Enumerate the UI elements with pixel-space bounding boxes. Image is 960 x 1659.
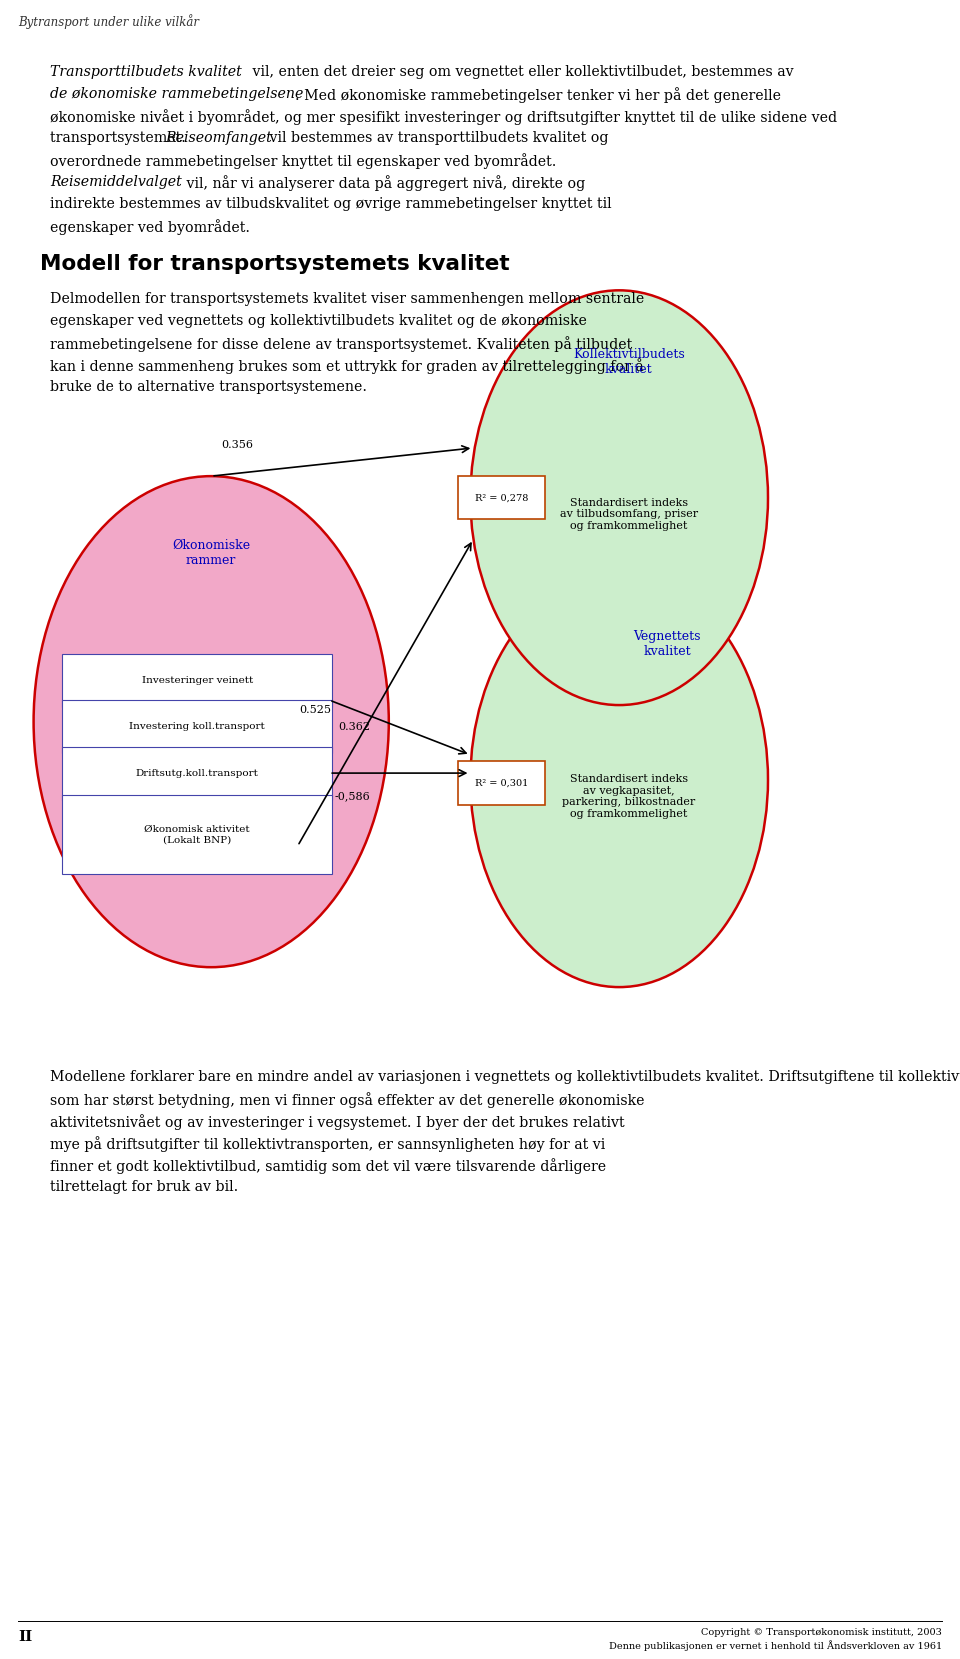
- Text: de økonomiske rammebetingelsene: de økonomiske rammebetingelsene: [50, 86, 303, 101]
- Text: Modell for transportsystemets kvalitet: Modell for transportsystemets kvalitet: [40, 254, 510, 274]
- Text: mye på driftsutgifter til kollektivtransporten, er sannsynligheten høy for at vi: mye på driftsutgifter til kollektivtrans…: [50, 1136, 605, 1151]
- Text: transportsystemet.: transportsystemet.: [50, 131, 190, 144]
- Text: Driftsutg.koll.transport: Driftsutg.koll.transport: [136, 768, 258, 778]
- Text: Standardisert indeks
av vegkapasitet,
parkering, bilkostnader
og framkommelighet: Standardisert indeks av vegkapasitet, pa…: [563, 773, 695, 820]
- Text: Økonomisk aktivitet
(Lokalt BNP): Økonomisk aktivitet (Lokalt BNP): [144, 825, 251, 844]
- Text: Delmodellen for transportsystemets kvalitet viser sammenhengen mellom sentrale: Delmodellen for transportsystemets kvali…: [50, 292, 644, 305]
- Text: Investering koll.transport: Investering koll.transport: [130, 722, 265, 732]
- Text: overordnede rammebetingelser knyttet til egenskaper ved byområdet.: overordnede rammebetingelser knyttet til…: [50, 153, 557, 169]
- Text: Investeringer veinett: Investeringer veinett: [142, 675, 252, 685]
- Text: Reiseomfanget: Reiseomfanget: [165, 131, 272, 144]
- Ellipse shape: [470, 290, 768, 705]
- FancyBboxPatch shape: [62, 747, 332, 800]
- FancyBboxPatch shape: [62, 795, 332, 874]
- Text: R² = 0,278: R² = 0,278: [475, 493, 528, 503]
- Text: som har størst betydning, men vi finner også effekter av det generelle økonomisk: som har størst betydning, men vi finner …: [50, 1092, 644, 1108]
- Text: II: II: [18, 1631, 33, 1644]
- Text: tilrettelagt for bruk av bil.: tilrettelagt for bruk av bil.: [50, 1180, 238, 1194]
- Text: 0.362: 0.362: [338, 722, 370, 732]
- Text: Transporttilbudets kvalitet: Transporttilbudets kvalitet: [50, 65, 242, 80]
- Text: kan i denne sammenheng brukes som et uttrykk for graden av tilrettelegging for å: kan i denne sammenheng brukes som et utt…: [50, 358, 644, 373]
- Text: Modellene forklarer bare en mindre andel av variasjonen i vegnettets og kollekti: Modellene forklarer bare en mindre andel…: [50, 1070, 960, 1083]
- Text: finner et godt kollektivtilbud, samtidig som det vil være tilsvarende dårligere: finner et godt kollektivtilbud, samtidig…: [50, 1158, 606, 1175]
- Ellipse shape: [34, 476, 389, 967]
- Text: -0,586: -0,586: [334, 791, 370, 801]
- Text: Økonomiske
rammer: Økonomiske rammer: [172, 539, 251, 567]
- FancyBboxPatch shape: [62, 654, 332, 707]
- Text: bruke de to alternative transportsystemene.: bruke de to alternative transportsysteme…: [50, 380, 367, 393]
- Text: vil, når vi analyserer data på aggregert nivå, direkte og: vil, når vi analyserer data på aggregert…: [182, 174, 586, 191]
- Text: egenskaper ved byområdet.: egenskaper ved byområdet.: [50, 219, 250, 236]
- Text: Bytransport under ulike vilkår: Bytransport under ulike vilkår: [18, 13, 199, 28]
- Text: Reisemiddelvalget: Reisemiddelvalget: [50, 174, 181, 189]
- Text: aktivitetsnivået og av investeringer i vegsystemet. I byer der det brukes relati: aktivitetsnivået og av investeringer i v…: [50, 1113, 625, 1130]
- Text: egenskaper ved vegnettets og kollektivtilbudets kvalitet og de økonomiske: egenskaper ved vegnettets og kollektivti…: [50, 314, 587, 328]
- Ellipse shape: [470, 572, 768, 987]
- Text: vil, enten det dreier seg om vegnettet eller kollektivtilbudet, bestemmes av: vil, enten det dreier seg om vegnettet e…: [248, 65, 794, 80]
- Text: 0.525: 0.525: [300, 705, 331, 715]
- Text: Standardisert indeks
av tilbudsomfang, priser
og framkommelighet: Standardisert indeks av tilbudsomfang, p…: [560, 498, 698, 531]
- FancyBboxPatch shape: [458, 761, 545, 805]
- Text: 0.356: 0.356: [221, 440, 252, 450]
- Text: økonomiske nivået i byområdet, og mer spesifikt investeringer og driftsutgifter : økonomiske nivået i byområdet, og mer sp…: [50, 109, 837, 124]
- Text: vil bestemmes av transporttilbudets kvalitet og: vil bestemmes av transporttilbudets kval…: [265, 131, 609, 144]
- Text: Vegnettets
kvalitet: Vegnettets kvalitet: [634, 630, 701, 659]
- Text: R² = 0,301: R² = 0,301: [475, 778, 528, 788]
- Text: Copyright © Transportøkonomisk institutt, 2003
Denne publikasjonen er vernet i h: Copyright © Transportøkonomisk institutt…: [609, 1627, 942, 1651]
- FancyBboxPatch shape: [62, 700, 332, 753]
- Text: rammebetingelsene for disse delene av transportsystemet. Kvaliteten på tilbudet: rammebetingelsene for disse delene av tr…: [50, 337, 633, 352]
- Text: Kollektivtilbudets
kvalitet: Kollektivtilbudets kvalitet: [573, 348, 684, 377]
- Text: indirekte bestemmes av tilbudskvalitet og øvrige rammebetingelser knyttet til: indirekte bestemmes av tilbudskvalitet o…: [50, 197, 612, 211]
- Text: . Med økonomiske rammebetingelser tenker vi her på det generelle: . Med økonomiske rammebetingelser tenker…: [295, 86, 781, 103]
- FancyBboxPatch shape: [458, 476, 545, 519]
